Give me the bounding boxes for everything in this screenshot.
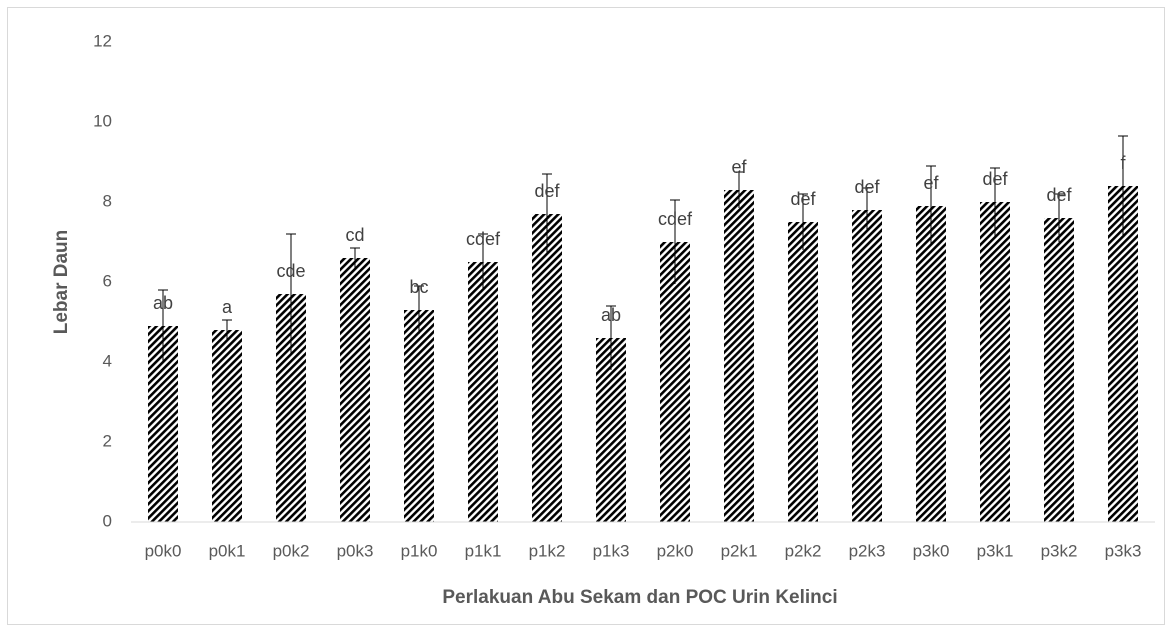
x-tick-label: p2k3: [849, 541, 886, 560]
bar: [660, 242, 690, 522]
bar: [1108, 186, 1138, 522]
data-label: cde: [276, 261, 305, 281]
bar: [1044, 218, 1074, 522]
data-label: cdef: [658, 209, 693, 229]
y-tick-label: 10: [93, 111, 112, 130]
data-label: def: [534, 181, 560, 201]
x-tick-label: p2k0: [657, 541, 694, 560]
x-tick-label: p3k3: [1105, 541, 1142, 560]
bar: [724, 190, 754, 522]
data-label: ef: [731, 157, 747, 177]
x-tick-label: p0k3: [337, 541, 374, 560]
bar: [788, 222, 818, 522]
data-label: def: [790, 189, 816, 209]
x-tick-label: p1k1: [465, 541, 502, 560]
x-tick-label: p1k3: [593, 541, 630, 560]
data-label: def: [982, 169, 1008, 189]
x-tick-label: p0k1: [209, 541, 246, 560]
bar: [212, 330, 242, 522]
bar: [404, 310, 434, 522]
x-tick-label: p1k2: [529, 541, 566, 560]
y-tick-label: 8: [103, 191, 112, 210]
x-tick-label: p0k0: [145, 541, 182, 560]
x-tick-label: p1k0: [401, 541, 438, 560]
x-axis-title: Perlakuan Abu Sekam dan POC Urin Kelinci: [442, 587, 837, 608]
x-tick-label: p2k1: [721, 541, 758, 560]
y-tick-label: 12: [93, 31, 112, 50]
bar: [980, 202, 1010, 522]
x-tick-label: p0k2: [273, 541, 310, 560]
y-axis-title: Lebar Daun: [51, 230, 72, 335]
bar: [916, 206, 946, 522]
bar: [852, 210, 882, 522]
data-label: a: [222, 297, 233, 317]
y-tick-label: 2: [103, 431, 112, 450]
y-tick-label: 0: [103, 511, 112, 530]
y-tick-label: 4: [103, 351, 112, 370]
data-label: def: [1046, 185, 1072, 205]
data-label: bc: [409, 277, 428, 297]
data-label: cdef: [466, 229, 501, 249]
bar: [468, 262, 498, 522]
y-tick-label: 6: [103, 271, 112, 290]
data-label: ab: [601, 305, 621, 325]
data-label: ab: [153, 293, 173, 313]
data-label: cd: [345, 225, 364, 245]
data-label: def: [854, 177, 880, 197]
bar: [340, 258, 370, 522]
data-label: ef: [923, 173, 939, 193]
x-tick-label: p3k0: [913, 541, 950, 560]
x-tick-label: p2k2: [785, 541, 822, 560]
bar: [532, 214, 562, 522]
x-tick-label: p3k2: [1041, 541, 1078, 560]
x-tick-label: p3k1: [977, 541, 1014, 560]
data-label: f: [1120, 153, 1126, 173]
